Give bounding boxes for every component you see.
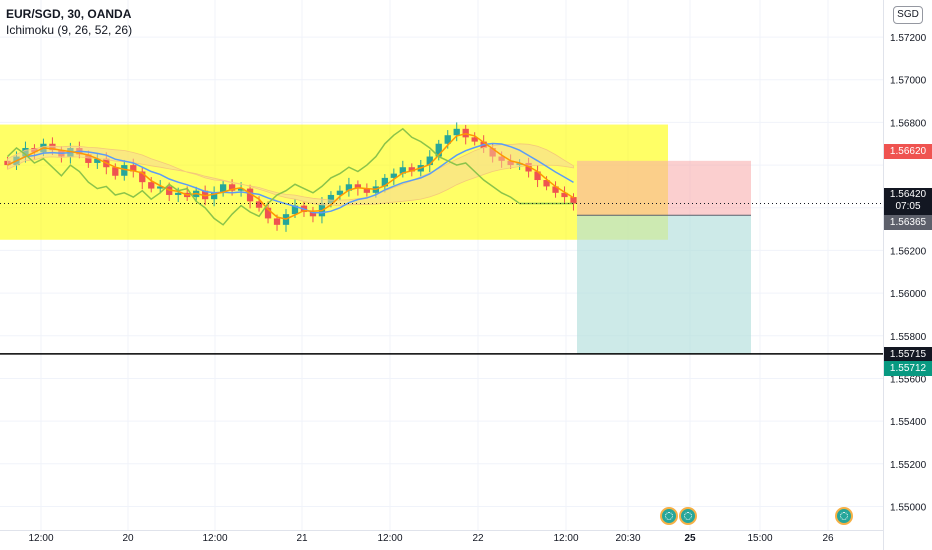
candle-body — [435, 143, 442, 157]
candle-body — [255, 201, 263, 208]
time-tick-label: 21 — [296, 533, 308, 544]
time-tick-label: 12:00 — [202, 533, 227, 544]
candle-body — [246, 188, 254, 202]
time-tick-label: 12:00 — [553, 533, 578, 544]
current-price-tag: 1.56420 07:05 — [884, 188, 932, 215]
candle-body — [354, 184, 362, 189]
event-marker-icon[interactable] — [660, 507, 678, 525]
time-tick-label: 26 — [822, 533, 834, 544]
candle-body — [219, 184, 227, 193]
symbol-label[interactable]: EUR/SGD, 30, OANDA — [6, 7, 132, 21]
time-tick-label: 20 — [122, 533, 134, 544]
chart-legend: EUR/SGD, 30, OANDA Ichimoku (9, 26, 52, … — [6, 6, 132, 38]
candle-body — [130, 165, 137, 172]
price-tick-label: 1.55200 — [890, 460, 927, 471]
candle-body — [543, 180, 550, 187]
candle-body — [444, 135, 451, 144]
candle-body — [336, 190, 344, 195]
price-tick-label: 1.56800 — [890, 118, 927, 129]
time-tick-label: 20:30 — [615, 533, 640, 544]
candle-body — [534, 171, 541, 181]
price-tick-label: 1.55800 — [890, 332, 927, 343]
price-tick-label: 1.55400 — [890, 417, 927, 428]
chikou-line — [6, 127, 574, 226]
price-tick-label: 1.56000 — [890, 289, 927, 300]
candle-body — [408, 167, 415, 172]
candle-body — [570, 197, 577, 204]
candle-body — [264, 207, 272, 219]
candle-body — [157, 186, 164, 189]
candle-body — [471, 137, 478, 142]
candle-body — [139, 171, 146, 183]
stop-zone — [577, 215, 751, 355]
time-tick-label: 22 — [472, 533, 484, 544]
candle-body — [228, 184, 236, 191]
indicator-label[interactable]: Ichimoku (9, 26, 52, 26) — [6, 23, 133, 37]
target-zone — [577, 160, 751, 216]
ichimoku-cloud — [7, 143, 574, 206]
price-tick-label: 1.56200 — [890, 246, 927, 257]
price-tick-label: 1.57000 — [890, 76, 927, 87]
event-marker-icon[interactable] — [835, 507, 853, 525]
time-tick-label: 15:00 — [747, 533, 772, 544]
candle-body — [175, 192, 182, 195]
candle-body — [453, 128, 460, 136]
candle-body — [399, 167, 406, 174]
candle-body — [121, 165, 128, 176]
candle-body — [561, 192, 568, 198]
current-price-value: 1.56420 — [889, 189, 927, 200]
target-price-tag: 1.56620 — [884, 144, 932, 159]
candle-body — [345, 184, 353, 191]
event-marker-icon[interactable] — [679, 507, 697, 525]
candle-body — [112, 167, 119, 176]
kijun-line — [7, 142, 574, 214]
candle-body — [273, 218, 281, 225]
candle-body — [291, 205, 299, 215]
candle-body — [309, 212, 317, 217]
currency-badge[interactable]: SGD — [893, 6, 923, 24]
candle-body — [237, 188, 245, 191]
candle-body — [381, 177, 388, 187]
time-tick-label: 25 — [684, 533, 696, 544]
candle-body — [148, 182, 155, 189]
price-tick-label: 1.55600 — [890, 374, 927, 385]
candle-body — [94, 158, 101, 163]
price-tick-label: 1.55000 — [890, 502, 927, 513]
tenkan-line — [7, 133, 574, 220]
candle-body — [426, 156, 433, 166]
candle-body — [363, 188, 371, 193]
highlight-zone — [0, 124, 668, 240]
candle-body — [552, 186, 559, 193]
stop-price-tag: 1.55712 — [884, 361, 932, 376]
time-tick-label: 12:00 — [28, 533, 53, 544]
entry-price-tag: 1.56365 — [884, 215, 932, 230]
hline-price-tag: 1.55715 — [884, 347, 932, 362]
price-tick-label: 1.57200 — [890, 33, 927, 44]
candle-body — [327, 194, 335, 204]
candle-body — [85, 154, 92, 163]
candle-body — [390, 173, 397, 178]
time-tick-label: 12:00 — [377, 533, 402, 544]
candle-body — [210, 192, 218, 200]
bar-countdown: 07:05 — [895, 201, 921, 212]
